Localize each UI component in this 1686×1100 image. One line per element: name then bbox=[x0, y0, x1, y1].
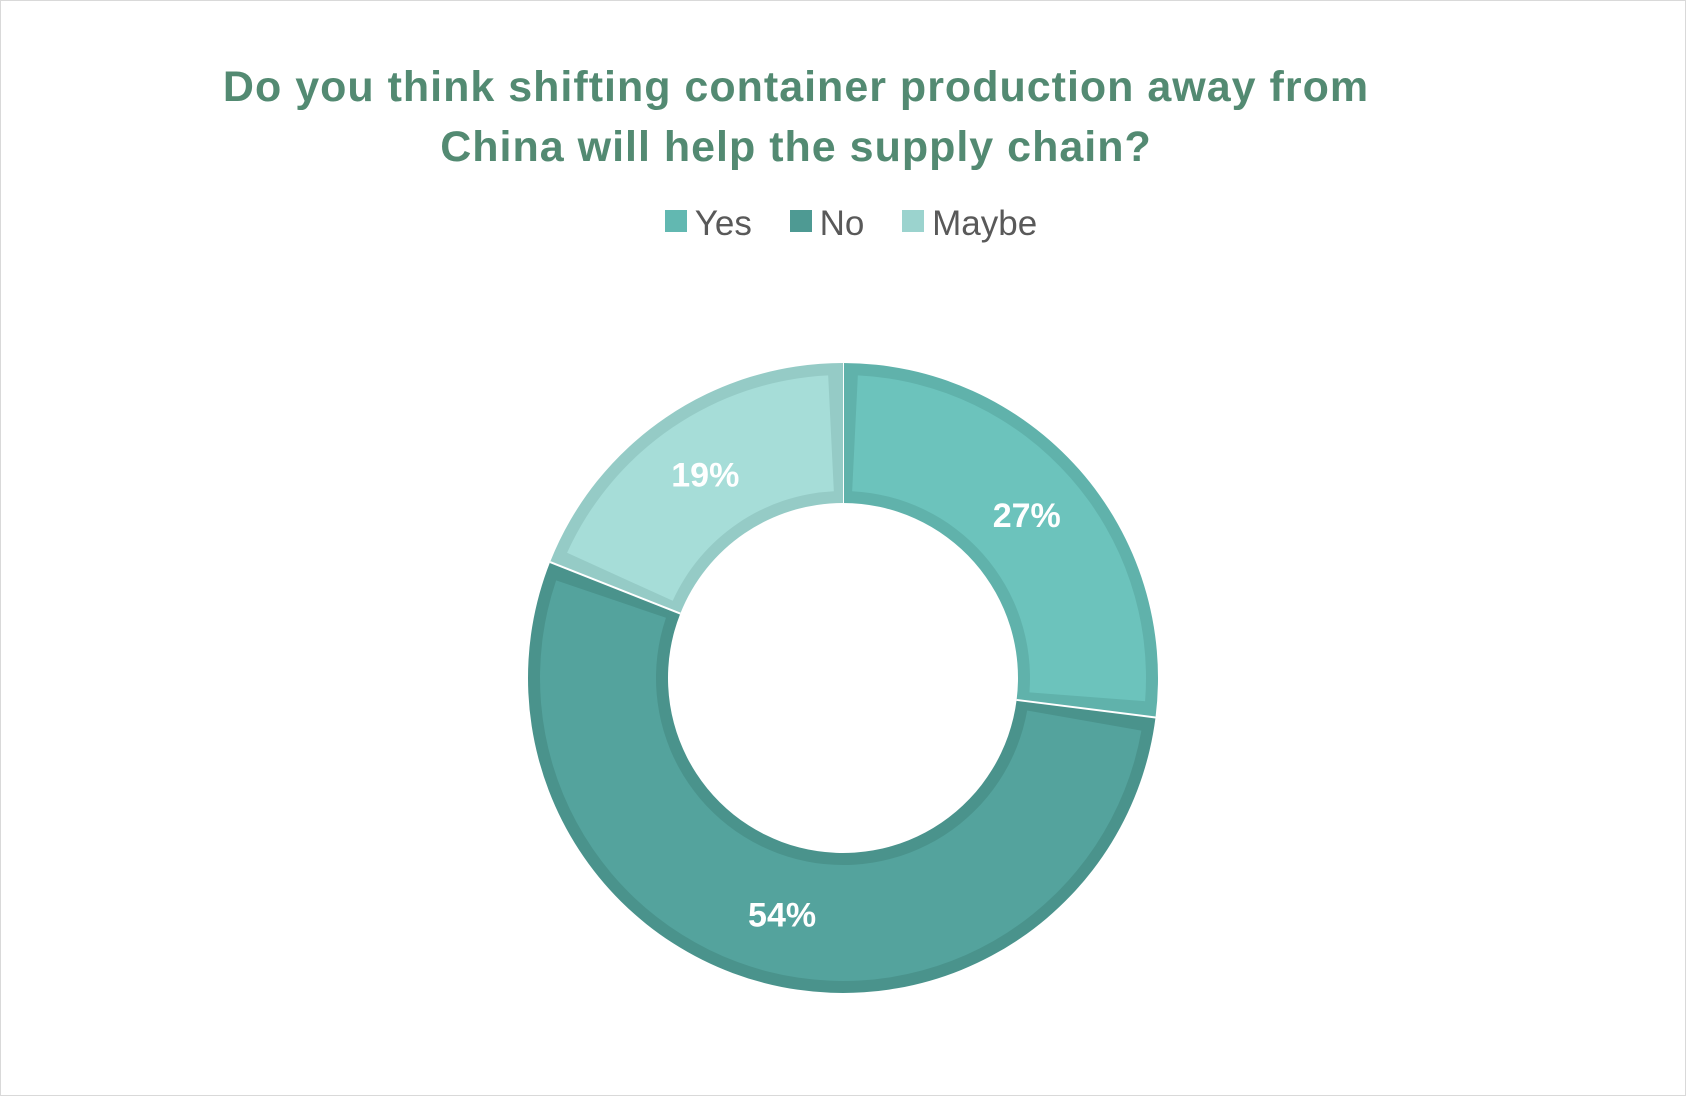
legend-item-yes: Yes bbox=[664, 202, 752, 244]
legend-swatch-maybe bbox=[902, 209, 925, 232]
legend-swatch-yes bbox=[664, 209, 687, 232]
donut-slices bbox=[527, 363, 1158, 994]
legend-label-yes: Yes bbox=[694, 203, 752, 243]
chart-legend: Yes No Maybe bbox=[1, 201, 1686, 244]
donut-slice-fill-no bbox=[540, 580, 1142, 981]
legend-label-maybe: Maybe bbox=[932, 203, 1038, 243]
legend-item-no: No bbox=[789, 202, 865, 244]
donut-slice-fill-maybe bbox=[567, 375, 834, 601]
donut-separator-maybe bbox=[549, 561, 681, 615]
legend-label-no: No bbox=[819, 203, 865, 243]
donut-labels: 27% 54% 19% bbox=[671, 456, 1061, 934]
donut-label-no: 54% bbox=[748, 896, 816, 934]
donut-label-maybe: 19% bbox=[671, 456, 739, 494]
chart-title-line-2: China will help the supply chain? bbox=[440, 123, 1152, 171]
chart-title-line-1: Do you think shifting container producti… bbox=[222, 63, 1370, 111]
donut-slice-fill-yes bbox=[852, 375, 1146, 702]
donut-label-yes: 27% bbox=[993, 497, 1061, 535]
chart-title: Do you think shifting container producti… bbox=[1, 57, 1591, 177]
donut-separator-no bbox=[1016, 698, 1156, 719]
legend-swatch-no bbox=[789, 209, 812, 232]
legend-item-maybe: Maybe bbox=[902, 202, 1037, 244]
